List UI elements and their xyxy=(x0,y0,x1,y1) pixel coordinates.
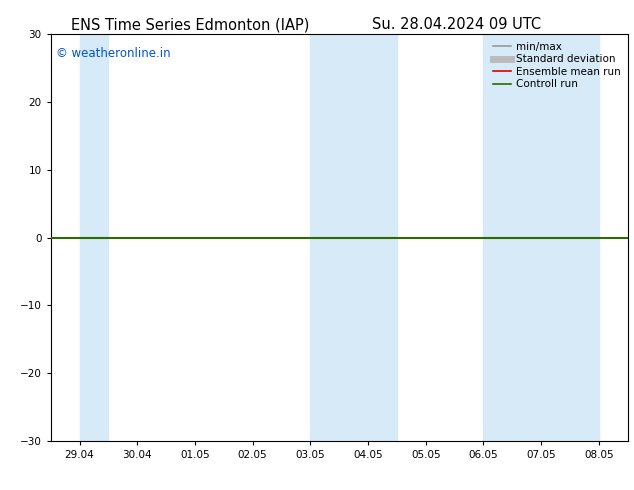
Text: © weatheronline.in: © weatheronline.in xyxy=(56,47,171,59)
Text: Su. 28.04.2024 09 UTC: Su. 28.04.2024 09 UTC xyxy=(372,17,541,32)
Text: ENS Time Series Edmonton (IAP): ENS Time Series Edmonton (IAP) xyxy=(71,17,309,32)
Legend: min/max, Standard deviation, Ensemble mean run, Controll run: min/max, Standard deviation, Ensemble me… xyxy=(491,40,623,92)
Bar xyxy=(310,34,397,441)
Bar xyxy=(79,34,108,441)
Bar xyxy=(483,34,598,441)
